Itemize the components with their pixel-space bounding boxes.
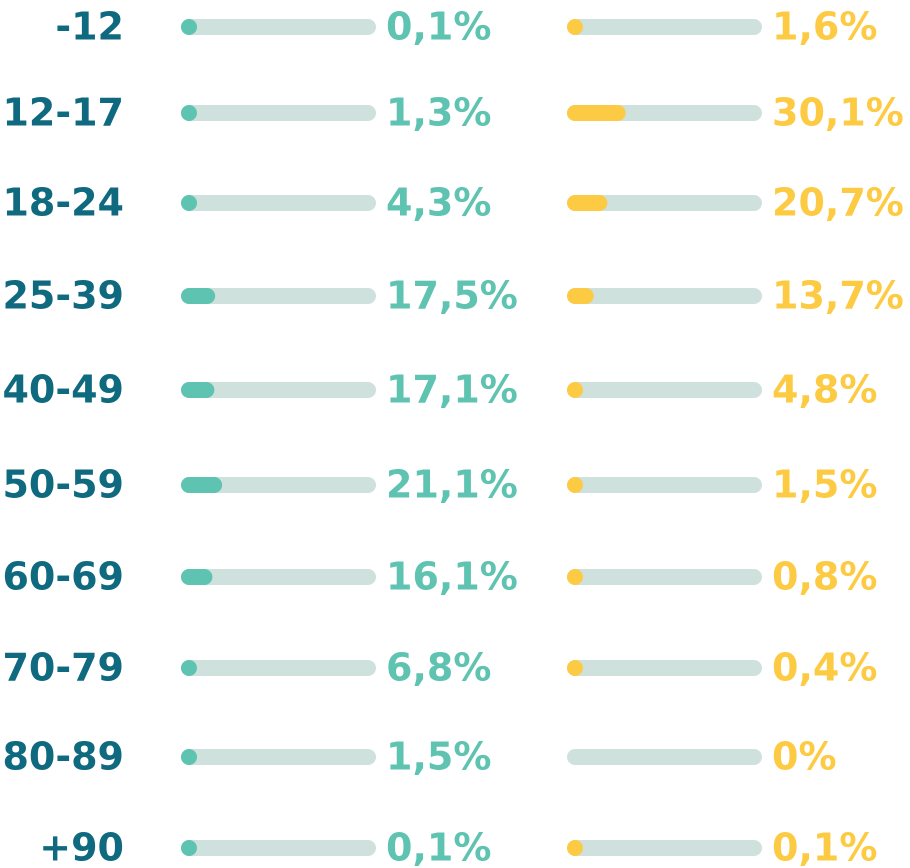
value-label: 16,1% — [386, 555, 518, 599]
value-label: 17,1% — [386, 368, 518, 412]
bar — [181, 19, 197, 35]
track — [181, 660, 376, 676]
bar — [567, 195, 608, 211]
category-label: 50-59 — [2, 463, 124, 507]
bar — [181, 382, 215, 398]
track — [567, 840, 762, 856]
value-label: 4,8% — [772, 368, 877, 412]
value-label: 1,5% — [772, 463, 877, 507]
track — [181, 749, 376, 765]
track — [181, 195, 376, 211]
value-label: 4,3% — [386, 181, 491, 225]
track — [567, 19, 762, 35]
bar — [181, 660, 197, 676]
track — [181, 569, 376, 585]
track — [181, 840, 376, 856]
track — [567, 477, 762, 493]
track — [181, 477, 376, 493]
category-label: 40-49 — [2, 368, 124, 412]
track — [567, 382, 762, 398]
category-label: 70-79 — [2, 646, 124, 690]
value-label: 0% — [772, 735, 837, 779]
track — [181, 288, 376, 304]
category-label: +90 — [39, 826, 124, 868]
track — [567, 288, 762, 304]
value-label: 1,6% — [772, 5, 877, 49]
bar — [567, 660, 583, 676]
value-label: 0,1% — [386, 826, 491, 868]
category-label: 80-89 — [2, 735, 124, 779]
category-label: 60-69 — [2, 555, 124, 599]
bar — [567, 288, 594, 304]
track — [567, 195, 762, 211]
track — [567, 660, 762, 676]
category-label: 25-39 — [2, 274, 124, 318]
value-label: 0,4% — [772, 646, 877, 690]
value-label: 6,8% — [386, 646, 491, 690]
track — [181, 382, 376, 398]
track — [181, 19, 376, 35]
bar — [181, 288, 216, 304]
value-label: 1,5% — [386, 735, 491, 779]
value-label: 30,1% — [772, 91, 904, 135]
bar — [181, 749, 197, 765]
category-label: 12-17 — [2, 91, 124, 135]
value-label: 20,7% — [772, 181, 904, 225]
bar — [181, 569, 213, 585]
value-label: 13,7% — [772, 274, 904, 318]
track — [181, 105, 376, 121]
bar — [181, 477, 223, 493]
bar — [567, 477, 583, 493]
bar — [567, 382, 583, 398]
category-label: 18-24 — [2, 181, 124, 225]
bar — [567, 840, 583, 856]
value-label: 1,3% — [386, 91, 491, 135]
value-label: 21,1% — [386, 463, 518, 507]
bar — [181, 105, 197, 121]
value-label: 0,1% — [772, 826, 877, 868]
bar — [567, 105, 626, 121]
value-label: 0,8% — [772, 555, 877, 599]
bar — [181, 195, 197, 211]
track — [567, 749, 762, 765]
value-label: 0,1% — [386, 5, 491, 49]
value-label: 17,5% — [386, 274, 518, 318]
bar — [181, 840, 197, 856]
category-label: -12 — [55, 5, 124, 49]
track — [567, 569, 762, 585]
bar — [567, 569, 583, 585]
bar — [567, 19, 583, 35]
